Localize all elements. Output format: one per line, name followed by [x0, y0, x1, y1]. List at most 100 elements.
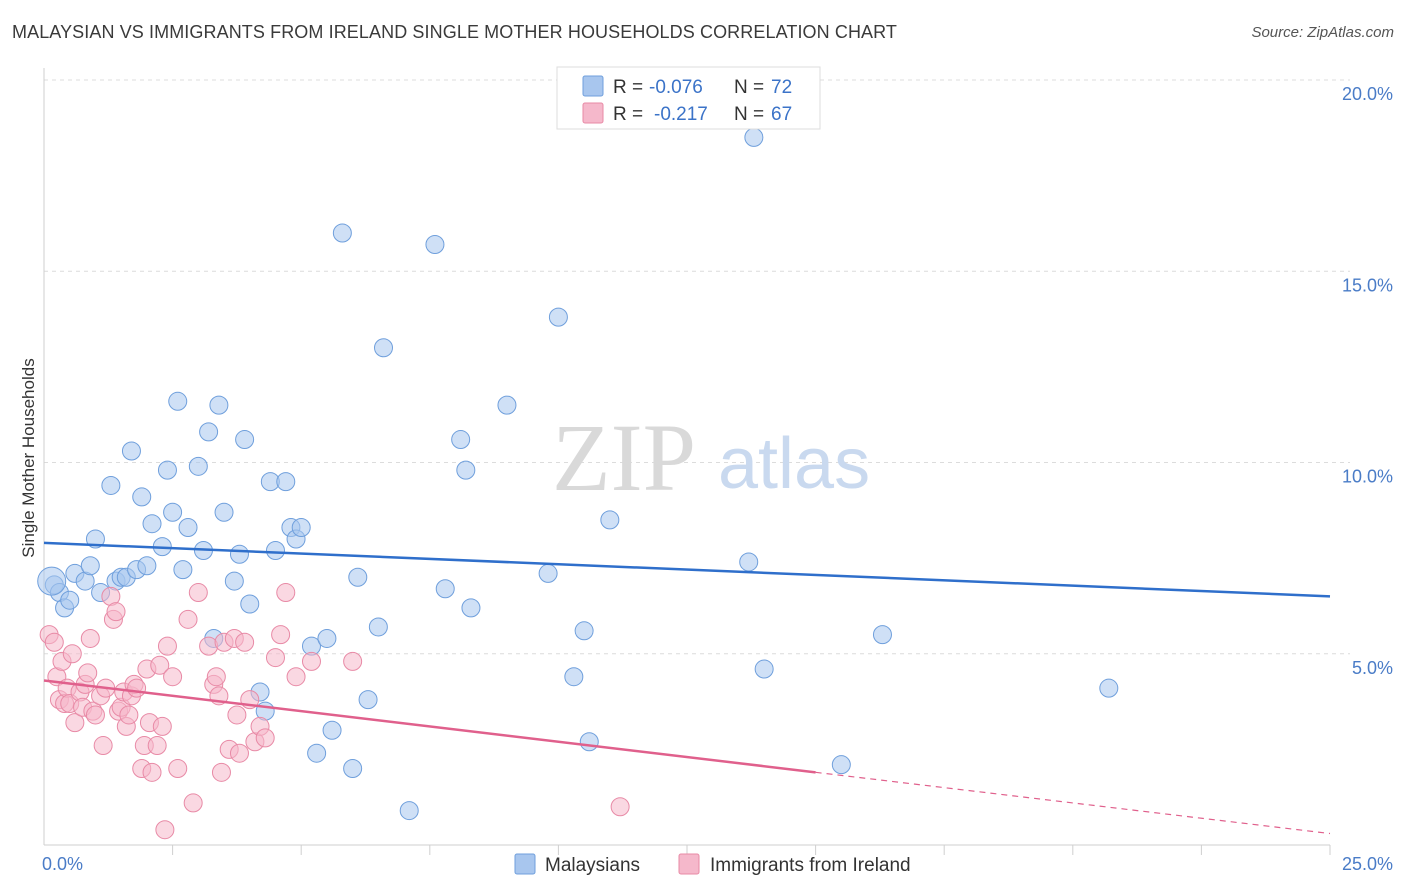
legend-n-label-ireland: N =: [734, 104, 764, 125]
ireland-point-50: [211, 762, 231, 782]
malaysians-point-61: [564, 667, 584, 687]
trend-lines: [43, 541, 1331, 835]
ireland-point-65: [301, 651, 321, 671]
series-malaysians-points: [37, 127, 1119, 821]
ireland-point-55: [229, 743, 249, 763]
ireland-point-44: [183, 793, 203, 813]
ireland-point-45: [188, 583, 208, 603]
malaysians-point-17: [142, 514, 162, 534]
watermark: ZIP atlas: [552, 404, 870, 511]
malaysians-trend-line: [43, 541, 1331, 598]
ireland-point-16: [85, 705, 105, 725]
ireland-point-67: [610, 797, 630, 817]
ireland-point-30: [127, 678, 147, 698]
x-tick-label-0: 0.0%: [42, 854, 83, 874]
legend-r-value-malaysians: -0.076: [649, 77, 703, 98]
ireland-point-1: [44, 632, 64, 652]
ireland-point-64: [286, 667, 306, 687]
malaysians-point-54: [435, 579, 455, 599]
malaysians-point-67: [754, 659, 774, 679]
bottom-legend-swatch-malaysians: [514, 853, 536, 875]
malaysians-point-46: [332, 223, 352, 243]
watermark-zip: ZIP: [552, 404, 696, 511]
malaysians-point-26: [199, 422, 219, 442]
malaysians-point-60: [548, 307, 568, 327]
malaysians-point-19: [157, 460, 177, 480]
malaysians-point-24: [188, 456, 208, 476]
series-legend: Malaysians Immigrants from Ireland: [514, 853, 911, 876]
malaysians-point-16: [137, 556, 157, 576]
ireland-point-54: [227, 705, 247, 725]
watermark-atlas: atlas: [718, 424, 870, 504]
ireland-trend-line-extension: [815, 771, 1331, 835]
malaysians-point-32: [235, 430, 255, 450]
malaysians-point-50: [368, 617, 388, 637]
bottom-legend-label-malaysians: Malaysians: [545, 855, 640, 876]
ireland-point-39: [155, 820, 175, 840]
legend-n-value-ireland: 67: [771, 104, 792, 125]
y-tick-label-0: 5.0%: [1352, 658, 1393, 678]
malaysians-point-28: [209, 395, 229, 415]
malaysians-point-7: [85, 529, 105, 549]
bottom-legend-swatch-ireland: [678, 853, 700, 875]
correlation-legend: R = -0.076 N = 72 R = -0.217 N = 67: [556, 66, 821, 130]
malaysians-point-66: [744, 127, 764, 147]
malaysians-point-65: [739, 552, 759, 572]
legend-n-value-malaysians: 72: [771, 77, 792, 98]
ireland-point-38: [152, 716, 172, 736]
malaysians-point-51: [374, 338, 394, 358]
malaysians-point-45: [322, 720, 342, 740]
malaysians-point-58: [497, 395, 517, 415]
malaysians-point-30: [224, 571, 244, 591]
ireland-point-22: [106, 602, 126, 622]
y-axis-label: Single Mother Households: [19, 358, 38, 557]
ireland-point-35: [142, 762, 162, 782]
malaysians-point-71: [37, 566, 67, 596]
legend-n-label-malaysians: N =: [734, 77, 764, 98]
malaysians-point-23: [178, 518, 198, 538]
malaysians-point-47: [343, 759, 363, 778]
malaysians-point-3: [60, 590, 80, 610]
ireland-point-63: [276, 583, 296, 603]
malaysians-point-63: [579, 732, 599, 752]
ireland-point-41: [163, 667, 183, 687]
legend-swatch-ireland: [582, 102, 604, 124]
ireland-point-9: [65, 713, 85, 733]
ireland-point-66: [343, 651, 363, 671]
ireland-point-60: [255, 728, 275, 748]
malaysians-point-48: [348, 567, 368, 587]
tick-labels: 5.0% 10.0% 15.0% 20.0% 0.0% 25.0%: [42, 84, 1393, 874]
ireland-point-36: [147, 736, 167, 756]
malaysians-point-20: [163, 502, 183, 522]
malaysians-point-38: [276, 472, 296, 492]
legend-r-label-malaysians: R =: [613, 77, 643, 98]
malaysians-point-15: [132, 487, 152, 507]
ireland-point-8: [62, 644, 82, 664]
axes: [43, 68, 1331, 855]
malaysians-point-49: [358, 690, 378, 710]
chart-title: MALAYSIAN VS IMMIGRANTS FROM IRELAND SIN…: [12, 22, 898, 42]
malaysians-point-57: [461, 598, 481, 618]
x-tick-label-1: 25.0%: [1342, 854, 1393, 874]
malaysians-point-44: [317, 628, 337, 648]
malaysians-point-43: [307, 743, 327, 763]
malaysians-point-22: [173, 560, 193, 580]
grid-lines: [44, 79, 1350, 655]
ireland-point-62: [271, 625, 291, 645]
malaysians-point-64: [600, 510, 620, 530]
ireland-point-48: [206, 667, 226, 687]
malaysians-point-9: [101, 475, 121, 495]
malaysians-point-68: [831, 755, 851, 775]
source-label: Source: ZipAtlas.com: [1251, 24, 1394, 41]
legend-swatch-malaysians: [582, 75, 604, 97]
ireland-point-27: [119, 705, 139, 725]
ireland-point-43: [178, 609, 198, 629]
malaysians-point-33: [240, 594, 260, 614]
malaysians-point-56: [456, 460, 476, 480]
malaysians-point-37: [265, 540, 285, 560]
series-ireland-points: [39, 583, 630, 840]
y-tick-label-3: 20.0%: [1342, 84, 1393, 104]
malaysians-point-53: [425, 234, 445, 254]
ireland-point-42: [168, 759, 188, 778]
